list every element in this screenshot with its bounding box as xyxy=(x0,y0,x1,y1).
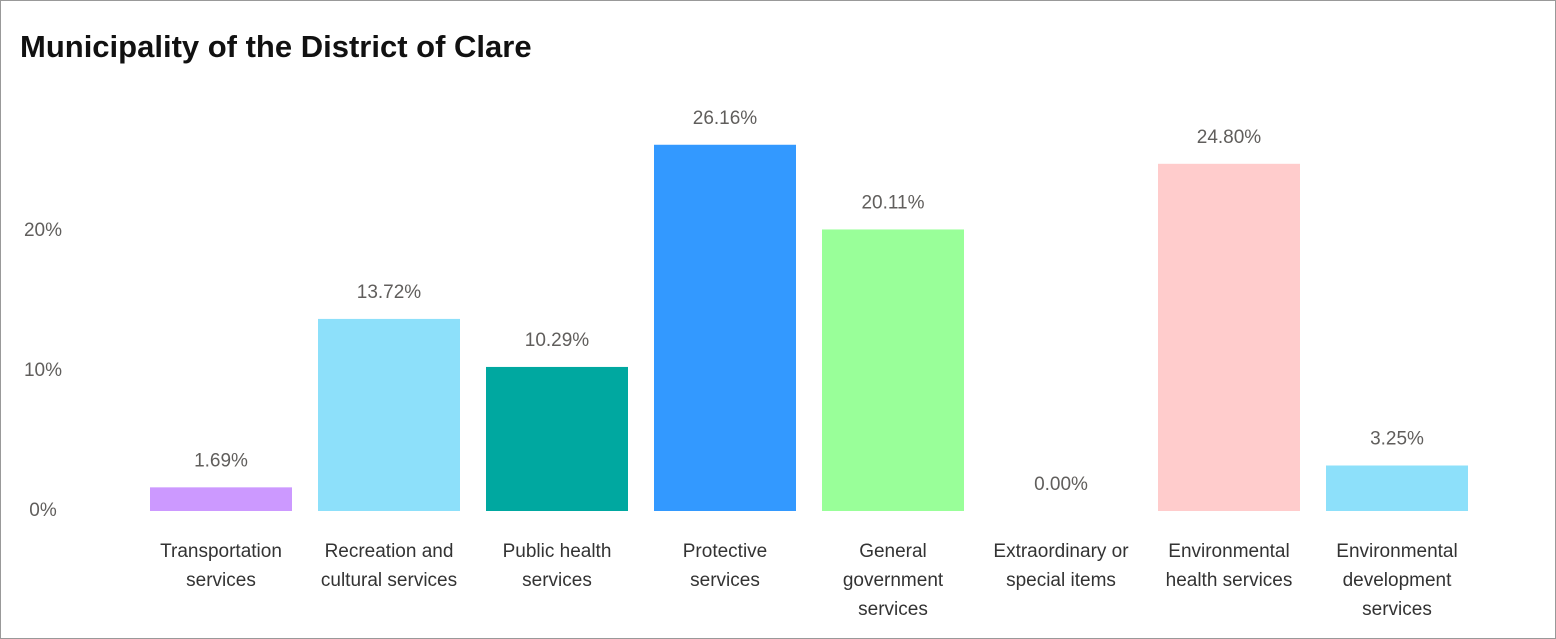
x-tick-label: Extraordinary or special items xyxy=(993,541,1129,591)
y-tick-label: 10% xyxy=(24,360,62,381)
bar xyxy=(150,487,292,511)
x-tick-label: Public health services xyxy=(502,541,612,591)
x-tick-label: General government services xyxy=(842,541,944,620)
data-label: 26.16% xyxy=(693,108,758,129)
y-tick-label: 0% xyxy=(29,500,57,521)
data-label: 24.80% xyxy=(1197,127,1262,148)
data-label: 20.11% xyxy=(861,192,924,213)
data-label: 10.29% xyxy=(525,330,590,351)
data-label: 13.72% xyxy=(357,282,422,303)
x-tick-label: Recreation and cultural services xyxy=(320,541,458,591)
data-label: 3.25% xyxy=(1370,429,1424,450)
bar xyxy=(318,318,460,511)
data-label: 1.69% xyxy=(194,450,248,471)
bar xyxy=(1158,163,1300,512)
data-label: 0.00% xyxy=(1034,474,1088,495)
chart-title: Municipality of the District of Clare xyxy=(20,29,532,64)
bar xyxy=(822,229,964,511)
bar xyxy=(1326,465,1468,511)
x-tick-label: Transportation services xyxy=(160,541,282,591)
x-tick-label: Protective services xyxy=(682,541,768,591)
x-tick-label: Environmental development services xyxy=(1336,541,1458,620)
x-tick-label: Environmental health services xyxy=(1165,541,1293,591)
y-tick-label: 20% xyxy=(24,220,62,241)
bar xyxy=(486,366,628,511)
bar xyxy=(654,144,796,511)
